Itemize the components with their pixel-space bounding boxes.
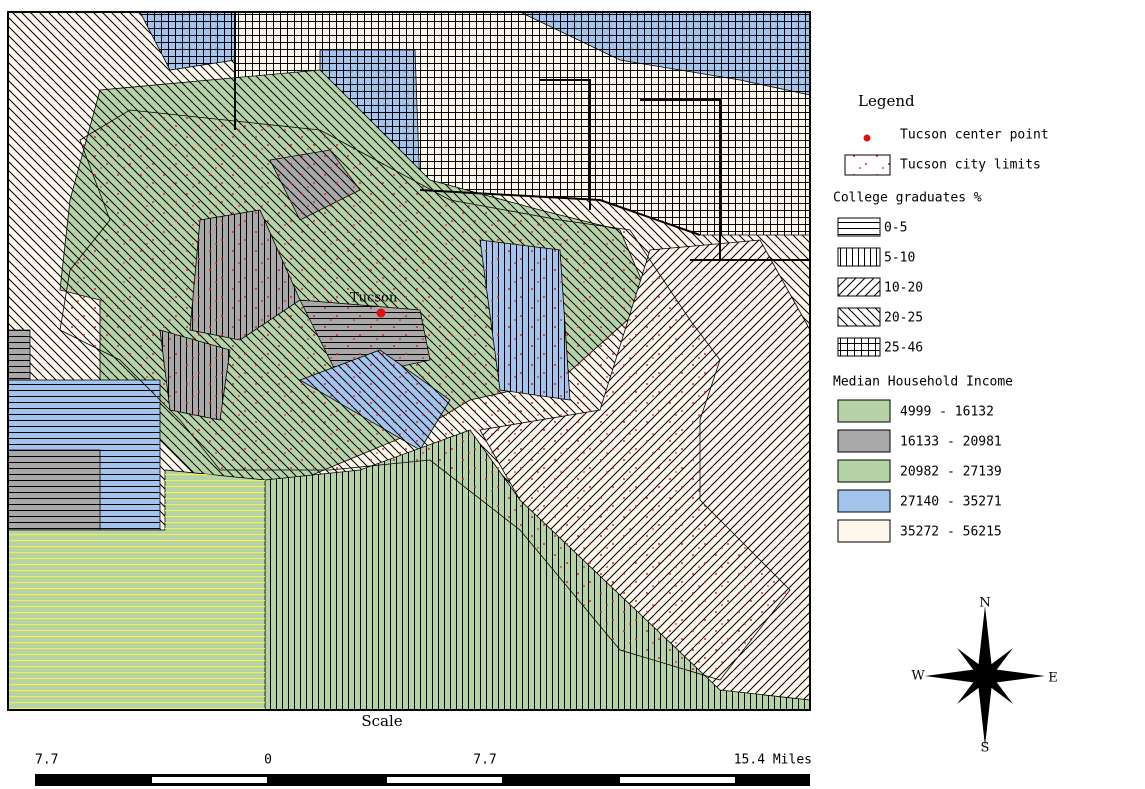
compass-rose bbox=[925, 606, 1045, 746]
scale-title: Scale bbox=[361, 712, 402, 730]
compass-label: W bbox=[911, 669, 925, 684]
map-page: Tucson Legend Tucson center point Tucson… bbox=[0, 0, 1145, 789]
legend-swatch bbox=[838, 430, 890, 452]
legend-swatch bbox=[838, 520, 890, 542]
compass-label: E bbox=[1048, 671, 1058, 686]
legend-city-symbol bbox=[845, 155, 890, 175]
legend-label: Tucson center point bbox=[900, 128, 1049, 143]
legend-swatch bbox=[838, 400, 890, 422]
legend-swatch-hatch bbox=[838, 248, 880, 266]
legend-label: 4999 - 16132 bbox=[900, 405, 994, 420]
legend-swatch-hatch bbox=[838, 338, 880, 356]
scale-label: 0 bbox=[264, 753, 272, 768]
legend-label: 16133 - 20981 bbox=[900, 435, 1002, 450]
college-legend: 0-5 5-10 10-20 20-25 25-46 bbox=[838, 218, 923, 356]
scale-label: 7.7 bbox=[35, 753, 58, 768]
legend-swatch bbox=[838, 460, 890, 482]
legend-label: 27140 - 35271 bbox=[900, 495, 1002, 510]
scale-label: 7.7 bbox=[473, 753, 496, 768]
legend-label: 35272 - 56215 bbox=[900, 525, 1002, 540]
legend-swatch-hatch bbox=[838, 278, 880, 296]
legend-swatch-hatch bbox=[838, 218, 880, 236]
legend-title: Legend bbox=[858, 92, 915, 110]
region-hatch bbox=[8, 450, 100, 530]
legend-label: 20-25 bbox=[884, 311, 923, 326]
legend-label: 5-10 bbox=[884, 251, 915, 266]
scale-label: 15.4 Miles bbox=[734, 753, 812, 768]
legend-swatch-hatch bbox=[838, 308, 880, 326]
place-label: Tucson bbox=[350, 291, 398, 306]
compass-label: S bbox=[981, 741, 990, 756]
legend-section-title: Median Household Income bbox=[833, 375, 1013, 390]
legend-label: 25-46 bbox=[884, 341, 923, 356]
legend-label: 0-5 bbox=[884, 221, 907, 236]
center-point bbox=[377, 309, 386, 318]
legend-label: 20982 - 27139 bbox=[900, 465, 1002, 480]
legend-label: 10-20 bbox=[884, 281, 923, 296]
compass-label: N bbox=[979, 596, 990, 611]
income-legend: 4999 - 16132 16133 - 20981 20982 - 27139 27… bbox=[838, 400, 1002, 542]
legend-label: Tucson city limits bbox=[900, 158, 1041, 173]
scale-bar bbox=[35, 774, 810, 786]
region-hatch bbox=[8, 330, 30, 380]
legend-center-symbol bbox=[864, 135, 871, 142]
legend-swatch bbox=[838, 490, 890, 512]
legend-section-title: College graduates % bbox=[833, 191, 982, 206]
